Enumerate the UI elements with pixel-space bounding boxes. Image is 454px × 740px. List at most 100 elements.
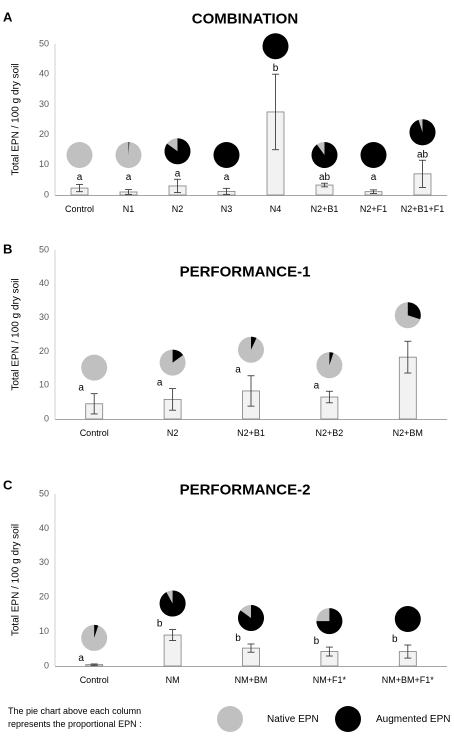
pie-chart-3 (213, 142, 240, 168)
significance-letter: a (235, 365, 241, 376)
pie-chart-5 (311, 142, 338, 168)
y-tick-label: 30 (39, 312, 49, 322)
significance-letter: a (314, 380, 320, 391)
category-label: N2+B2 (316, 428, 344, 438)
pie-slice-augmented (311, 142, 338, 168)
pie-slice-augmented (164, 138, 191, 165)
y-tick-label: 10 (39, 626, 49, 636)
category-label: N2+B1+F1 (401, 204, 445, 214)
pie-slice-augmented (394, 606, 421, 633)
pie-chart-6 (360, 142, 387, 168)
pie-slice-augmented (329, 352, 334, 366)
legend-augmented-label: Augmented EPN (376, 714, 451, 725)
category-label: N2+B1 (311, 204, 339, 214)
pie-chart-2 (238, 604, 264, 631)
significance-letter: a (175, 168, 181, 179)
category-label: N3 (221, 204, 233, 214)
y-tick-label: 10 (39, 159, 49, 169)
legend: The pie chart above each column represent… (8, 706, 451, 732)
legend-native-swatch (217, 706, 243, 732)
category-label: Control (65, 204, 94, 214)
legend-native-label: Native EPN (267, 714, 319, 725)
y-axis-label: Total EPN / 100 g dry soil (11, 278, 22, 390)
panel-letter: A (3, 10, 13, 25)
pie-chart-3 (316, 352, 343, 379)
y-axis-label: Total EPN / 100 g dry soil (11, 63, 22, 175)
pie-chart-0 (81, 354, 108, 381)
panel-title: PERFORMANCE-2 (180, 481, 311, 498)
pie-slice-augmented (407, 302, 421, 320)
pie-slice-augmented (316, 608, 343, 635)
pie-chart-0 (66, 142, 93, 168)
y-tick-label: 40 (39, 69, 49, 79)
panel-c: C PERFORMANCE-2 Total EPN / 100 g dry soil… (3, 478, 447, 685)
category-label: NM+BM (235, 675, 268, 685)
pie-slice-augmented (172, 349, 184, 363)
category-label: Control (80, 428, 109, 438)
y-tick-label: 20 (39, 592, 49, 602)
y-tick-label: 0 (44, 660, 49, 670)
panel-b: B PERFORMANCE-1 Total EPN / 100 g dry soil… (3, 242, 447, 438)
significance-letter: ab (319, 172, 331, 183)
significance-letter: b (314, 636, 320, 647)
pie-slice-native (81, 354, 108, 381)
panel-letter: B (3, 242, 12, 257)
panel-a: A COMBINATION Total EPN / 100 g dry soil 0 1… (3, 10, 447, 214)
y-tick-label: 40 (39, 278, 49, 288)
y-tick-label: 10 (39, 380, 49, 390)
pie-slice-augmented (360, 142, 387, 168)
category-label: NM+BM+F1* (382, 675, 435, 685)
pie-chart-0 (81, 624, 108, 651)
pie-slice-augmented (94, 624, 99, 638)
category-label: NM+F1* (313, 675, 347, 685)
significance-letter: a (371, 172, 377, 183)
pie-chart-7 (409, 119, 436, 146)
pie-chart-4 (394, 606, 421, 633)
y-tick-label: 50 (39, 38, 49, 48)
pie-chart-2 (164, 138, 191, 165)
y-tick-label: 20 (39, 129, 49, 139)
pie-slice-native (66, 142, 93, 168)
category-label: N2 (167, 428, 179, 438)
significance-letter: a (157, 378, 163, 389)
significance-letter: b (235, 633, 241, 644)
category-label: N2+BM (393, 428, 423, 438)
legend-augmented-swatch (335, 706, 361, 732)
pie-slice-augmented (409, 119, 436, 146)
pie-chart-2 (238, 336, 264, 363)
pie-chart-4 (262, 33, 289, 60)
panel-letter: C (3, 478, 13, 493)
y-tick-label: 40 (39, 523, 49, 533)
significance-letter: b (157, 619, 163, 630)
significance-letter: a (126, 172, 132, 183)
pie-chart-1 (159, 349, 186, 376)
category-label: N2+B1 (237, 428, 265, 438)
significance-letter: a (224, 172, 230, 183)
significance-letter: a (78, 653, 84, 664)
y-tick-label: 20 (39, 346, 49, 356)
pie-chart-1 (159, 590, 186, 617)
pie-slice-augmented (128, 142, 130, 155)
pie-slice-augmented (213, 142, 240, 168)
significance-letter: a (78, 383, 84, 394)
legend-caption-line1: The pie chart above each column (8, 706, 141, 716)
y-tick-label: 30 (39, 557, 49, 567)
y-axis-label: Total EPN / 100 g dry soil (11, 524, 22, 636)
category-label: N2+F1 (360, 204, 387, 214)
category-label: NM (166, 675, 180, 685)
pie-slice-augmented (159, 590, 186, 617)
legend-caption-line2: represents the proportional EPN : (8, 719, 142, 729)
significance-letter: b (273, 63, 279, 74)
panel-title: PERFORMANCE-1 (180, 263, 311, 280)
pie-chart-4 (394, 302, 421, 329)
pie-chart-3 (316, 608, 343, 635)
y-tick-label: 50 (39, 244, 49, 254)
y-tick-label: 50 (39, 488, 49, 498)
significance-letter: a (77, 172, 83, 183)
category-label: N1 (123, 204, 135, 214)
category-label: N2 (172, 204, 184, 214)
y-tick-label: 30 (39, 99, 49, 109)
significance-letter: ab (417, 149, 429, 160)
